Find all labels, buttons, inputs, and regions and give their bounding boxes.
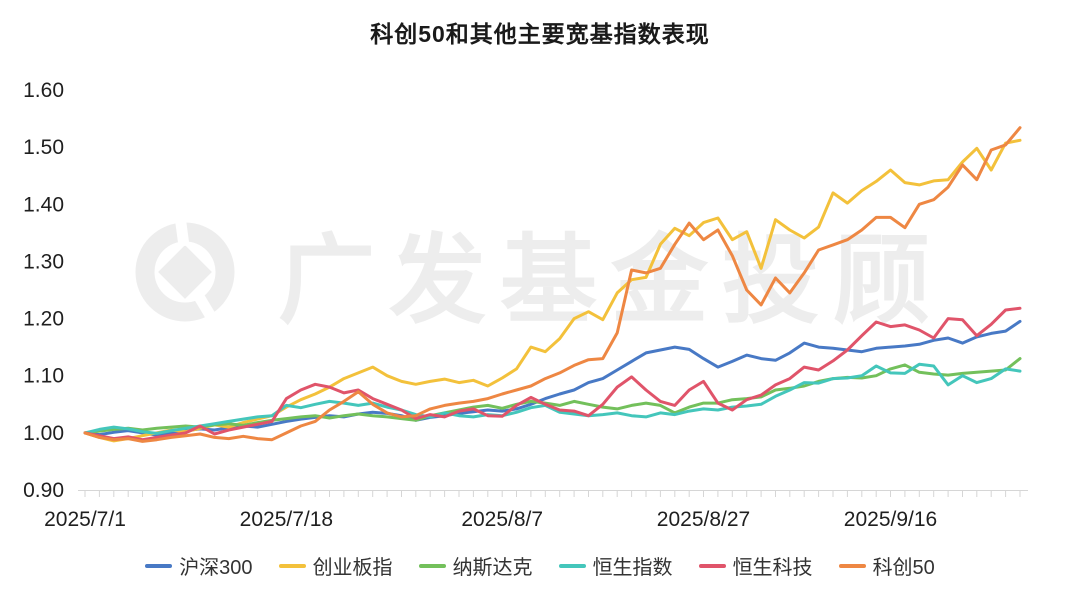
y-axis-label: 1.00 bbox=[23, 422, 64, 445]
legend-item-科创50[interactable]: 科创50 bbox=[838, 551, 935, 580]
series-layer bbox=[83, 126, 1022, 443]
legend-label: 恒生科技 bbox=[732, 557, 813, 579]
gf-fund-logo-icon bbox=[135, 215, 235, 323]
legend-label: 科创50 bbox=[872, 557, 935, 579]
x-axis-label: 2025/7/18 bbox=[240, 508, 333, 531]
legend-line-marker-icon bbox=[558, 563, 586, 568]
legend-label: 恒生指数 bbox=[592, 557, 673, 579]
chart-title: 科创50和其他主要宽基指数表现 bbox=[370, 21, 710, 47]
legend-line-marker-icon bbox=[145, 563, 173, 568]
y-axis-label: 1.40 bbox=[23, 193, 64, 216]
legend-item-恒生科技[interactable]: 恒生科技 bbox=[698, 551, 813, 580]
y-axis-label: 0.90 bbox=[23, 479, 64, 502]
y-axis-label: 1.60 bbox=[23, 79, 64, 102]
legend-line-marker-icon bbox=[278, 563, 306, 568]
series-line-创业板指[interactable] bbox=[83, 138, 1022, 443]
y-axis-label: 1.10 bbox=[23, 365, 64, 388]
logo-diamond bbox=[158, 245, 212, 299]
legend-item-创业板指[interactable]: 创业板指 bbox=[278, 551, 393, 580]
legend-item-沪深300[interactable]: 沪深300 bbox=[145, 551, 253, 580]
x-axis-label: 2025/8/27 bbox=[657, 508, 750, 531]
legend: 沪深300 创业板指 纳斯达克 恒生指数 恒生科技 科创50 bbox=[0, 551, 1080, 580]
axis-layer: 0.90 1.00 1.10 1.20 1.30 1.40 1.50 1.60 2025/7/1… bbox=[23, 79, 1028, 531]
legend-line-marker-icon bbox=[418, 563, 446, 568]
legend-line-marker-icon bbox=[698, 563, 726, 568]
legend-item-纳斯达克[interactable]: 纳斯达克 bbox=[418, 551, 533, 580]
series-line-科创50[interactable] bbox=[83, 126, 1022, 443]
y-axis-label: 1.30 bbox=[23, 250, 64, 273]
series-line-沪深300[interactable] bbox=[83, 319, 1022, 437]
series-line-纳斯达克[interactable] bbox=[83, 357, 1022, 435]
legend-label: 纳斯达克 bbox=[452, 557, 533, 579]
series-line-恒生指数[interactable] bbox=[83, 362, 1022, 435]
logo-ring-gap-top bbox=[174, 215, 190, 247]
y-axis-label: 1.20 bbox=[23, 308, 64, 331]
x-axis-label: 2025/8/7 bbox=[461, 508, 543, 531]
legend-label: 沪深300 bbox=[179, 557, 253, 579]
series-line-恒生科技[interactable] bbox=[83, 306, 1022, 442]
legend-item-恒生指数[interactable]: 恒生指数 bbox=[558, 551, 673, 580]
legend-line-marker-icon bbox=[838, 563, 866, 568]
watermark: 广发基金投顾 bbox=[135, 215, 930, 335]
y-axis-label: 1.50 bbox=[23, 136, 64, 159]
logo-ring-gap-bottom bbox=[193, 292, 218, 323]
legend-label: 创业板指 bbox=[312, 557, 393, 579]
x-axis-label: 2025/7/1 bbox=[44, 508, 126, 531]
x-axis-label: 2025/9/16 bbox=[844, 508, 937, 531]
